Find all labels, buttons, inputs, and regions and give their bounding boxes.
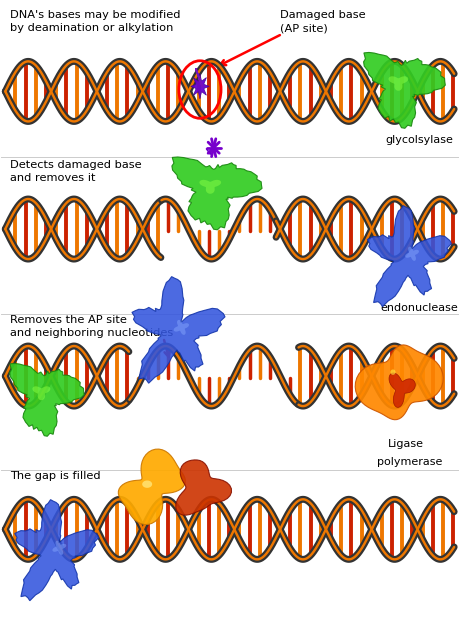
- Polygon shape: [355, 345, 443, 419]
- Polygon shape: [405, 246, 419, 261]
- Polygon shape: [367, 206, 451, 307]
- Polygon shape: [132, 277, 225, 383]
- Text: Damaged base
(AP site): Damaged base (AP site): [280, 10, 366, 33]
- Text: glycolsylase: glycolsylase: [385, 135, 453, 145]
- Text: The gap is filled: The gap is filled: [10, 471, 100, 481]
- Polygon shape: [172, 157, 262, 230]
- Polygon shape: [32, 386, 50, 400]
- Text: Removes the AP site
and neighboring nucleotides: Removes the AP site and neighboring nucl…: [10, 315, 173, 338]
- Text: DNA's bases may be modified
by deamination or alkylation: DNA's bases may be modified by deaminati…: [10, 10, 180, 33]
- Polygon shape: [9, 364, 84, 436]
- Polygon shape: [176, 460, 231, 515]
- Text: Ligase: Ligase: [388, 439, 424, 449]
- Polygon shape: [389, 76, 408, 91]
- Text: polymerase: polymerase: [377, 457, 443, 467]
- Polygon shape: [53, 540, 66, 555]
- Polygon shape: [200, 180, 221, 194]
- Polygon shape: [118, 449, 185, 525]
- Polygon shape: [191, 74, 209, 99]
- Polygon shape: [391, 369, 396, 375]
- Text: Detects damaged base
and removes it: Detects damaged base and removes it: [10, 161, 141, 184]
- Polygon shape: [389, 373, 415, 408]
- Polygon shape: [364, 53, 445, 129]
- Text: endonuclease: endonuclease: [380, 303, 458, 313]
- Polygon shape: [142, 480, 152, 488]
- Polygon shape: [173, 320, 189, 335]
- Polygon shape: [15, 500, 99, 601]
